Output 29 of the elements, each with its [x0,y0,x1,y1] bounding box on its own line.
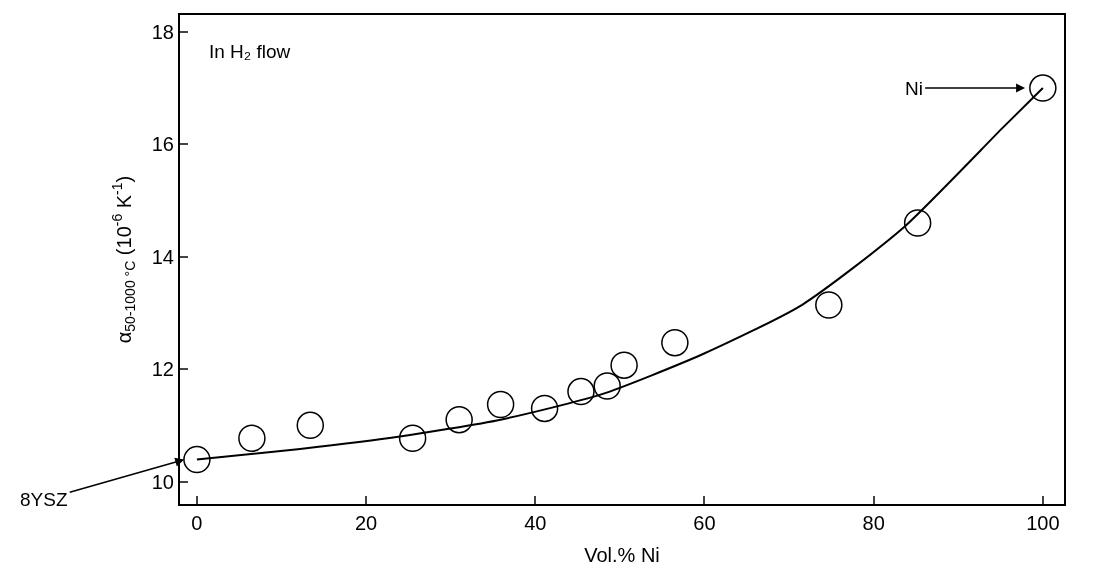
point [610,351,638,379]
x-tick-label: 60 [693,512,716,534]
point [183,445,211,474]
annotation: 8YSZ [20,489,68,510]
y-tick-label: 12 [151,358,174,381]
y-tick-label: 14 [151,245,174,268]
point [815,291,843,319]
point [486,390,515,419]
point [1029,74,1057,102]
point [903,209,932,237]
point [567,377,595,406]
y-tick-label: 18 [151,20,174,43]
x-tick-label: 0 [191,512,203,534]
x-tick-label: 80 [862,512,885,534]
point [530,394,559,423]
x-tick-label: 100 [1026,512,1060,534]
point [238,424,266,452]
y-tick-label: 16 [151,133,174,156]
annotation: Ni [905,78,923,99]
point [445,405,473,434]
annotation: In H₂ flow [209,41,291,62]
point [296,411,325,440]
point [398,424,427,452]
x-tick-label: 40 [524,512,547,534]
x-tick-label: 20 [354,512,378,534]
point [661,328,689,357]
point [593,372,621,400]
y-tick-label: 10 [151,470,174,493]
x-axis-title: Vol.% Ni [584,544,660,566]
